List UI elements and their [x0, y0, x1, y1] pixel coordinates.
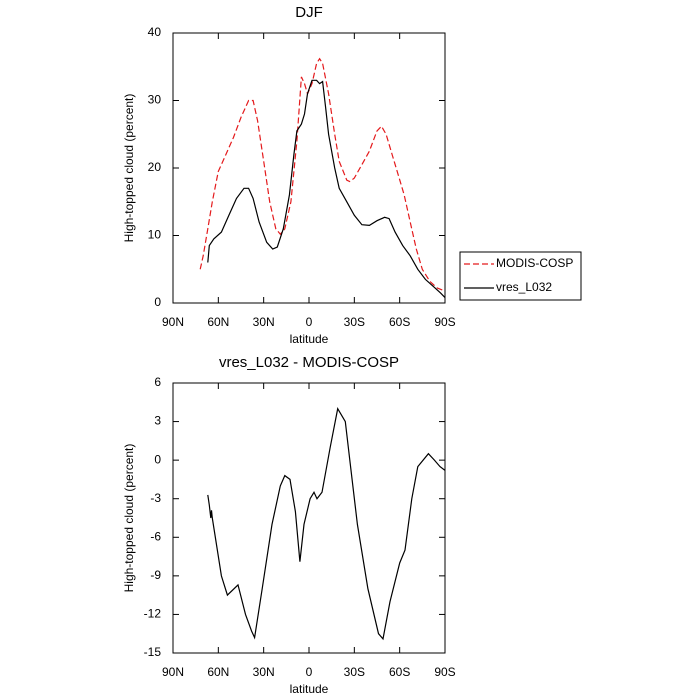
- x-tick-label: 30S: [344, 665, 365, 679]
- y-axis-label: High-topped cloud (percent): [122, 94, 136, 243]
- legend-label: vres_L032: [496, 280, 552, 294]
- y-tick-label: 0: [154, 295, 161, 309]
- legend-label: MODIS-COSP: [496, 256, 573, 270]
- y-tick-label: 6: [154, 375, 161, 389]
- x-tick-label: 0: [306, 315, 313, 329]
- chart-title: DJF: [295, 4, 323, 21]
- y-tick-label: 30: [148, 93, 162, 107]
- x-tick-label: 90S: [434, 665, 455, 679]
- chart-title: vres_L032 - MODIS-COSP: [219, 354, 399, 371]
- y-axis-label: High-topped cloud (percent): [122, 444, 136, 593]
- y-tick-label: -3: [150, 491, 161, 505]
- legend-box: [459, 251, 582, 301]
- plot-frame: [172, 382, 446, 654]
- line-series: [199, 57, 446, 292]
- x-axis-label: latitude: [290, 682, 329, 696]
- y-tick-label: -9: [150, 568, 161, 582]
- x-tick-label: 90N: [162, 315, 184, 329]
- x-tick-label: 30S: [344, 315, 365, 329]
- x-tick-label: 60N: [207, 665, 229, 679]
- x-tick-label: 60S: [389, 665, 410, 679]
- y-tick-label: -12: [144, 607, 162, 621]
- y-tick-label: 0: [154, 452, 161, 466]
- x-tick-label: 90N: [162, 665, 184, 679]
- y-tick-label: -15: [144, 645, 162, 659]
- x-tick-label: 0: [306, 665, 313, 679]
- line-series: [207, 407, 446, 641]
- y-tick-label: -6: [150, 529, 161, 543]
- y-tick-label: 3: [154, 414, 161, 428]
- line-series: [207, 79, 446, 299]
- x-tick-label: 90S: [434, 315, 455, 329]
- plot-frame: [172, 32, 446, 304]
- x-tick-label: 30N: [253, 315, 275, 329]
- y-tick-label: 20: [148, 160, 162, 174]
- x-tick-label: 60S: [389, 315, 410, 329]
- x-axis-label: latitude: [290, 332, 329, 346]
- x-tick-label: 30N: [253, 665, 275, 679]
- y-tick-label: 10: [148, 228, 162, 242]
- x-tick-label: 60N: [207, 315, 229, 329]
- y-tick-label: 40: [148, 25, 162, 39]
